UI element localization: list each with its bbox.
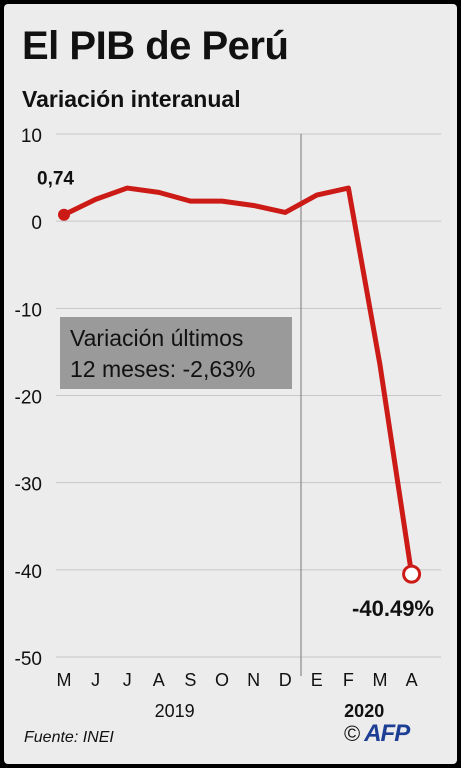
start-point-marker (58, 208, 70, 221)
y-tick-label: -10 (15, 300, 42, 321)
x-tick-label: O (215, 670, 229, 690)
y-tick-label: 10 (21, 126, 42, 147)
x-tick-label: J (123, 670, 132, 690)
x-tick-label: N (247, 670, 260, 690)
start-value-label: 0,74 (37, 169, 74, 190)
x-tick-label: M (57, 670, 72, 690)
chart-card: El PIB de Perú Variación interanual 10 0 -… (4, 4, 457, 764)
year-label: 2020 (344, 701, 384, 721)
y-tick-label: -30 (15, 475, 42, 496)
x-tick-label: S (184, 670, 196, 690)
chart-subtitle: Variación interanual (22, 86, 241, 112)
x-tick-label: D (279, 670, 292, 690)
x-tick-label: J (91, 670, 100, 690)
x-tick-label: F (343, 670, 354, 690)
x-tick-label: A (406, 670, 418, 690)
series-line (61, 185, 415, 577)
afp-brand: AFP (364, 720, 410, 747)
source-note: Fuente: INEI (24, 729, 114, 746)
x-tick-label: E (311, 670, 323, 690)
x-tick-label: A (153, 670, 165, 690)
x-tick-label: M (373, 670, 388, 690)
y-tick-label: -40 (15, 562, 42, 583)
chart-title: El PIB de Perú (22, 24, 289, 68)
annotation-line-1: Variación últimos (70, 325, 244, 351)
copyright-symbol: © (344, 721, 361, 746)
end-point-marker (402, 564, 422, 584)
y-tick-label: -50 (15, 649, 42, 670)
y-tick-label: -20 (15, 388, 42, 409)
y-tick-label: 0 (31, 213, 42, 234)
afp-logo: © AFP (344, 720, 410, 748)
annotation-box: Variación últimos 12 meses: -2,63% (60, 317, 292, 389)
year-label: 2019 (155, 701, 195, 721)
end-value-label: -40.49% (352, 596, 434, 621)
annotation-line-2: 12 meses: -2,63% (70, 356, 256, 382)
